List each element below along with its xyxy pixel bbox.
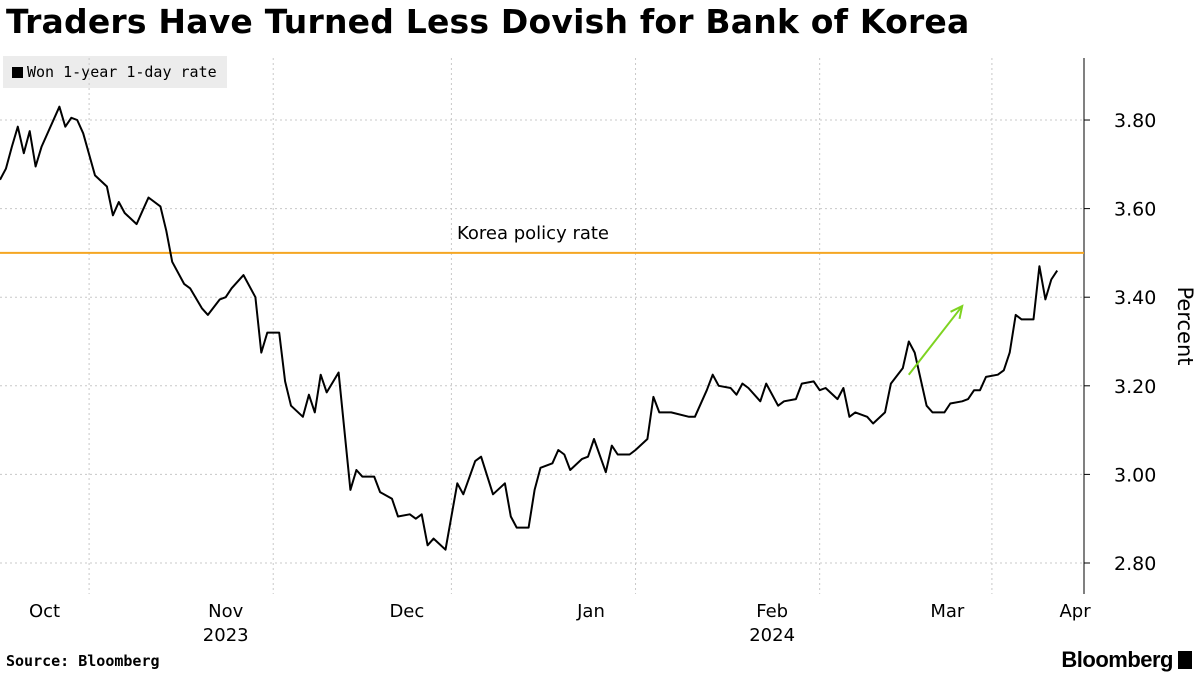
y-axis-label: Percent [1173, 286, 1197, 365]
y-tick-label: 2.80 [1114, 553, 1156, 575]
x-tick-label-apr: Apr [1059, 601, 1091, 622]
arrow-head-icon [950, 304, 964, 319]
x-tick-label-feb: Feb [756, 601, 788, 622]
x-tick-label-oct: Oct [29, 601, 60, 622]
x-gridlines [88, 58, 993, 594]
policy-rate-label: Korea policy rate [457, 223, 609, 244]
x-tick-labels: Oct Nov Dec Jan Feb Mar Apr [29, 601, 1091, 622]
y-tick-label: 3.40 [1114, 287, 1156, 309]
x-tick-label-nov: Nov [208, 601, 243, 622]
arrow-shaft [907, 305, 963, 376]
legend-label: Won 1-year 1-day rate [27, 63, 217, 81]
x-year-label-2024: 2024 [749, 625, 795, 646]
y-tick-label: 3.60 [1114, 199, 1156, 221]
y-tick-labels: 2.80 3.00 3.20 3.40 3.60 3.80 [1114, 110, 1156, 575]
x-tick-label-dec: Dec [389, 601, 424, 622]
legend-swatch [12, 67, 23, 78]
y-tick-label: 3.20 [1114, 376, 1156, 398]
x-tick-label-mar: Mar [930, 601, 965, 622]
x-year-labels: 2023 2024 [203, 625, 795, 646]
y-tick-label: 3.00 [1114, 464, 1156, 486]
y-gridlines [0, 119, 1084, 564]
legend: Won 1-year 1-day rate [3, 56, 227, 88]
source-note: Source: Bloomberg [6, 652, 160, 670]
y-tick-marks [1084, 119, 1090, 564]
x-tick-label-jan: Jan [576, 601, 605, 622]
trend-arrow [907, 304, 964, 376]
brand-text: Bloomberg [1061, 647, 1173, 672]
series-line-won-1y-1d [0, 105, 1059, 551]
bloomberg-mark-icon [1178, 651, 1192, 669]
x-year-label-2023: 2023 [203, 625, 249, 646]
y-tick-label: 3.80 [1114, 110, 1156, 132]
bloomberg-logo: Bloomberg [1061, 647, 1192, 673]
chart-title: Traders Have Turned Less Dovish for Bank… [6, 2, 970, 41]
